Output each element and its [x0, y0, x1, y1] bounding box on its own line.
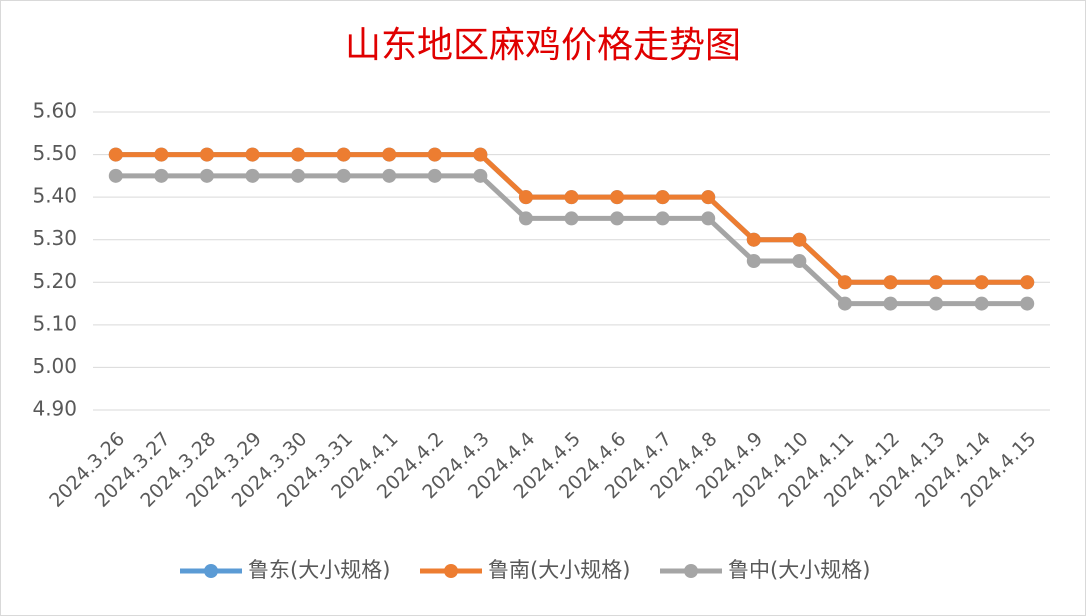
series-point [701, 211, 716, 226]
legend-label: 鲁中(大小规格) [728, 558, 870, 582]
series-point [199, 168, 214, 183]
legend-marker [684, 564, 698, 578]
y-tick-label: 5.30 [32, 226, 77, 250]
series-point [245, 147, 260, 162]
series-point [701, 190, 716, 205]
series-point [610, 190, 625, 205]
series-point [108, 147, 123, 162]
series-point [336, 168, 351, 183]
series-point [291, 147, 306, 162]
series-point [245, 168, 260, 183]
series-point [382, 147, 397, 162]
series-point [792, 232, 807, 247]
series-point [518, 211, 533, 226]
series-point [929, 296, 944, 311]
series-point [610, 211, 625, 226]
series-point [1020, 296, 1035, 311]
y-tick-label: 5.00 [32, 354, 77, 378]
series-point [655, 190, 670, 205]
series-point [974, 275, 989, 290]
series-point [199, 147, 214, 162]
series-point [427, 147, 442, 162]
series-point [518, 190, 533, 205]
y-tick-label: 4.90 [32, 397, 77, 421]
chart-title: 山东地区麻鸡价格走势图 [345, 25, 741, 66]
y-tick-label: 5.10 [32, 311, 77, 335]
series-point [974, 296, 989, 311]
series-point [154, 147, 169, 162]
legend-label: 鲁东(大小规格) [248, 558, 390, 582]
series-point [883, 296, 898, 311]
legend-marker [444, 564, 458, 578]
series-point [564, 190, 579, 205]
series-point [792, 254, 807, 268]
legend-marker [204, 564, 218, 578]
y-tick-label: 5.60 [32, 99, 77, 123]
series-point [746, 232, 761, 247]
series-point [154, 168, 169, 183]
series-point [929, 275, 944, 290]
series-point [837, 275, 852, 290]
series-point [655, 211, 670, 226]
series-point [427, 168, 442, 183]
series-point [746, 254, 761, 268]
series-point [382, 168, 397, 183]
series-point [837, 296, 852, 311]
series-point [473, 147, 488, 162]
y-tick-label: 5.50 [32, 141, 77, 165]
y-tick-label: 5.20 [32, 269, 77, 293]
legend-label: 鲁南(大小规格) [488, 558, 630, 582]
series-point [336, 147, 351, 162]
series-point [108, 168, 123, 183]
series-point [564, 211, 579, 226]
series-point [883, 275, 898, 290]
series-point [473, 168, 488, 183]
y-tick-label: 5.40 [32, 184, 77, 208]
series-point [291, 168, 306, 183]
series-point [1020, 275, 1035, 290]
